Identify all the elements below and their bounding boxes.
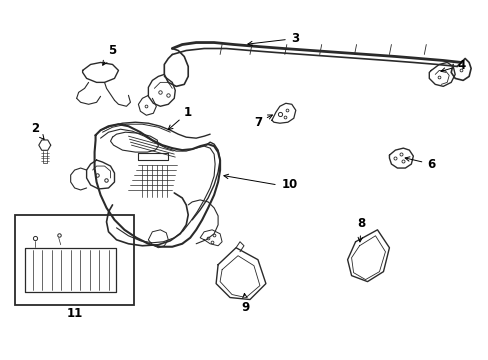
Text: 6: 6 [405, 157, 435, 171]
Text: 9: 9 [242, 293, 249, 314]
Text: 5: 5 [102, 44, 117, 65]
Text: 1: 1 [168, 106, 192, 130]
Text: 7: 7 [253, 115, 272, 129]
Text: 3: 3 [247, 32, 298, 46]
Text: 2: 2 [31, 122, 44, 139]
Text: 10: 10 [281, 179, 297, 192]
Text: 8: 8 [357, 217, 365, 242]
Bar [15, 215, 134, 305]
Text: 4: 4 [440, 59, 465, 72]
Text: 11: 11 [66, 307, 82, 320]
